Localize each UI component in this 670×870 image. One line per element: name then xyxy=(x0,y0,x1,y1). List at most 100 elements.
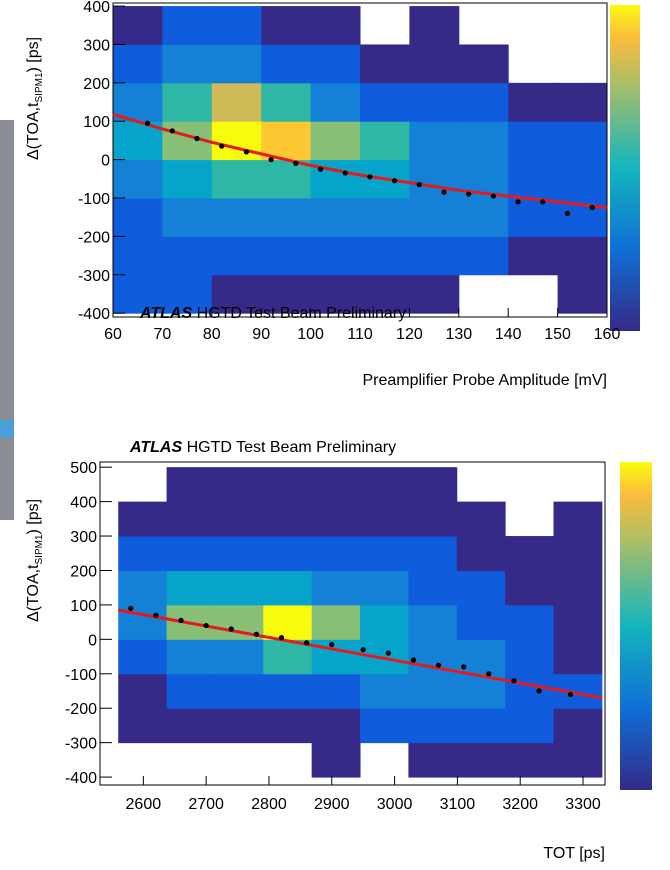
heatmap-cell xyxy=(211,274,262,314)
y-tick-label: 0 xyxy=(88,632,97,649)
heatmap-cell xyxy=(360,708,409,744)
profile-point xyxy=(536,688,542,694)
heatmap-cell xyxy=(214,708,264,744)
heatmap-cell xyxy=(311,639,361,675)
y-tick-label: -200 xyxy=(78,229,110,246)
profile-point xyxy=(367,174,373,180)
annotation: ATLAS HGTD Test Beam Preliminary xyxy=(129,439,396,456)
y-tick-label: 400 xyxy=(70,495,97,512)
profile-point xyxy=(461,664,467,670)
heatmap-cell xyxy=(508,159,559,199)
heatmap-cell xyxy=(166,570,216,606)
heatmap-cell xyxy=(408,604,458,640)
x-tick-label: 2600 xyxy=(126,796,162,813)
heatmap-cell xyxy=(557,159,608,199)
heatmap-cell xyxy=(409,82,460,122)
y-tick-label: 100 xyxy=(70,598,97,615)
heatmap-cell xyxy=(211,82,262,122)
heatmap-cell xyxy=(211,44,262,84)
x-tick-label: 3100 xyxy=(440,796,476,813)
heatmap-cell xyxy=(162,236,213,276)
profile-point xyxy=(178,617,184,624)
heatmap-cell xyxy=(113,159,163,199)
profile-point xyxy=(490,193,496,199)
y-tick-label: -100 xyxy=(65,667,97,684)
profile-point xyxy=(416,181,422,188)
y-tick-label: -400 xyxy=(78,306,110,323)
heatmap-cell xyxy=(118,536,168,571)
heatmap-cell xyxy=(505,536,554,571)
heatmap-cell xyxy=(557,121,608,161)
heatmap-cell xyxy=(113,6,163,45)
heatmap-cell xyxy=(166,639,216,675)
x-tick-label: 120 xyxy=(396,326,423,343)
plot: 60 70 80 90 100 110 120 130 140 150 160 -400 -300 -20… xyxy=(25,0,620,389)
x-tick-label: 2800 xyxy=(251,796,287,813)
x-axis-title: Preamplifier Probe Amplitude [mV] xyxy=(362,372,607,389)
heatmap-cell xyxy=(458,82,509,122)
heatmap-cell xyxy=(505,742,554,778)
x-tick-label: 70 xyxy=(154,326,172,343)
y-axis-title: Δ(TOA,tSIPM1) [ps] xyxy=(25,499,45,622)
annotation: ATLAS HGTD Test Beam Preliminary xyxy=(139,305,406,322)
x-tick-label: 2700 xyxy=(188,796,224,813)
heatmap-cell xyxy=(118,639,168,675)
heatmap-cell xyxy=(211,6,262,45)
heatmap-cell xyxy=(360,536,409,571)
heatmap-cell xyxy=(118,570,168,606)
profile-point xyxy=(391,178,398,184)
heatmap-cell xyxy=(166,536,216,571)
y-tick-label: 200 xyxy=(70,563,97,580)
heatmap-cell xyxy=(505,708,554,744)
profile-point xyxy=(435,662,442,668)
heatmap-cell xyxy=(261,121,312,161)
profile-point xyxy=(342,170,348,176)
heatmap-cell xyxy=(113,274,163,314)
profile-point xyxy=(228,626,234,632)
heatmap-cell xyxy=(409,159,460,199)
y-tick-label: -300 xyxy=(65,736,97,753)
profile-point xyxy=(278,635,285,641)
profile-point xyxy=(511,678,517,684)
annotation-bold: ATLAS xyxy=(129,439,182,456)
profile-point xyxy=(486,671,492,677)
heatmap-cell xyxy=(310,121,361,161)
heatmap-cell xyxy=(505,570,554,606)
heatmap-cell xyxy=(408,570,458,606)
heatmap-cell xyxy=(162,159,213,199)
heatmap-cell xyxy=(261,274,312,314)
heatmap-cell xyxy=(310,44,361,84)
heatmap-cell xyxy=(263,501,313,537)
color-bar xyxy=(620,462,652,790)
annotation-text: HGTD Test Beam Preliminary xyxy=(197,305,407,322)
heatmap-cell xyxy=(162,198,213,237)
x-axis-title: TOT [ps] xyxy=(543,845,605,862)
heatmap-cell xyxy=(360,274,410,314)
heatmap-cell xyxy=(261,44,312,84)
heatmap-cell xyxy=(263,467,313,503)
y-tick-label: 0 xyxy=(101,153,110,170)
heatmap-cell xyxy=(261,236,312,276)
heatmap-cell xyxy=(508,198,559,237)
heatmap-cell xyxy=(311,673,361,709)
x-tick-label: 150 xyxy=(544,326,571,343)
profile-point xyxy=(128,605,134,611)
heatmap-cell xyxy=(166,708,216,744)
photo-edge xyxy=(0,120,14,520)
profile-point xyxy=(564,210,571,216)
heatmap-cell xyxy=(118,501,168,537)
heatmap-cell xyxy=(263,570,313,606)
heatmap-cell xyxy=(456,570,506,606)
y-tick-label: -400 xyxy=(65,770,97,787)
profile-point xyxy=(268,157,274,163)
x-tick-label: 110 xyxy=(347,326,373,343)
heatmap-cell xyxy=(113,198,163,237)
plot-frame xyxy=(99,461,606,786)
y-tick-label: -200 xyxy=(65,701,97,718)
y-tick-label: 500 xyxy=(70,460,97,477)
heatmap-cell xyxy=(360,236,410,276)
heatmap-cell xyxy=(263,604,313,640)
heatmap-cell xyxy=(408,742,458,778)
heatmap-cell xyxy=(458,236,509,276)
y-title-tail: ) [ps] xyxy=(25,37,42,73)
